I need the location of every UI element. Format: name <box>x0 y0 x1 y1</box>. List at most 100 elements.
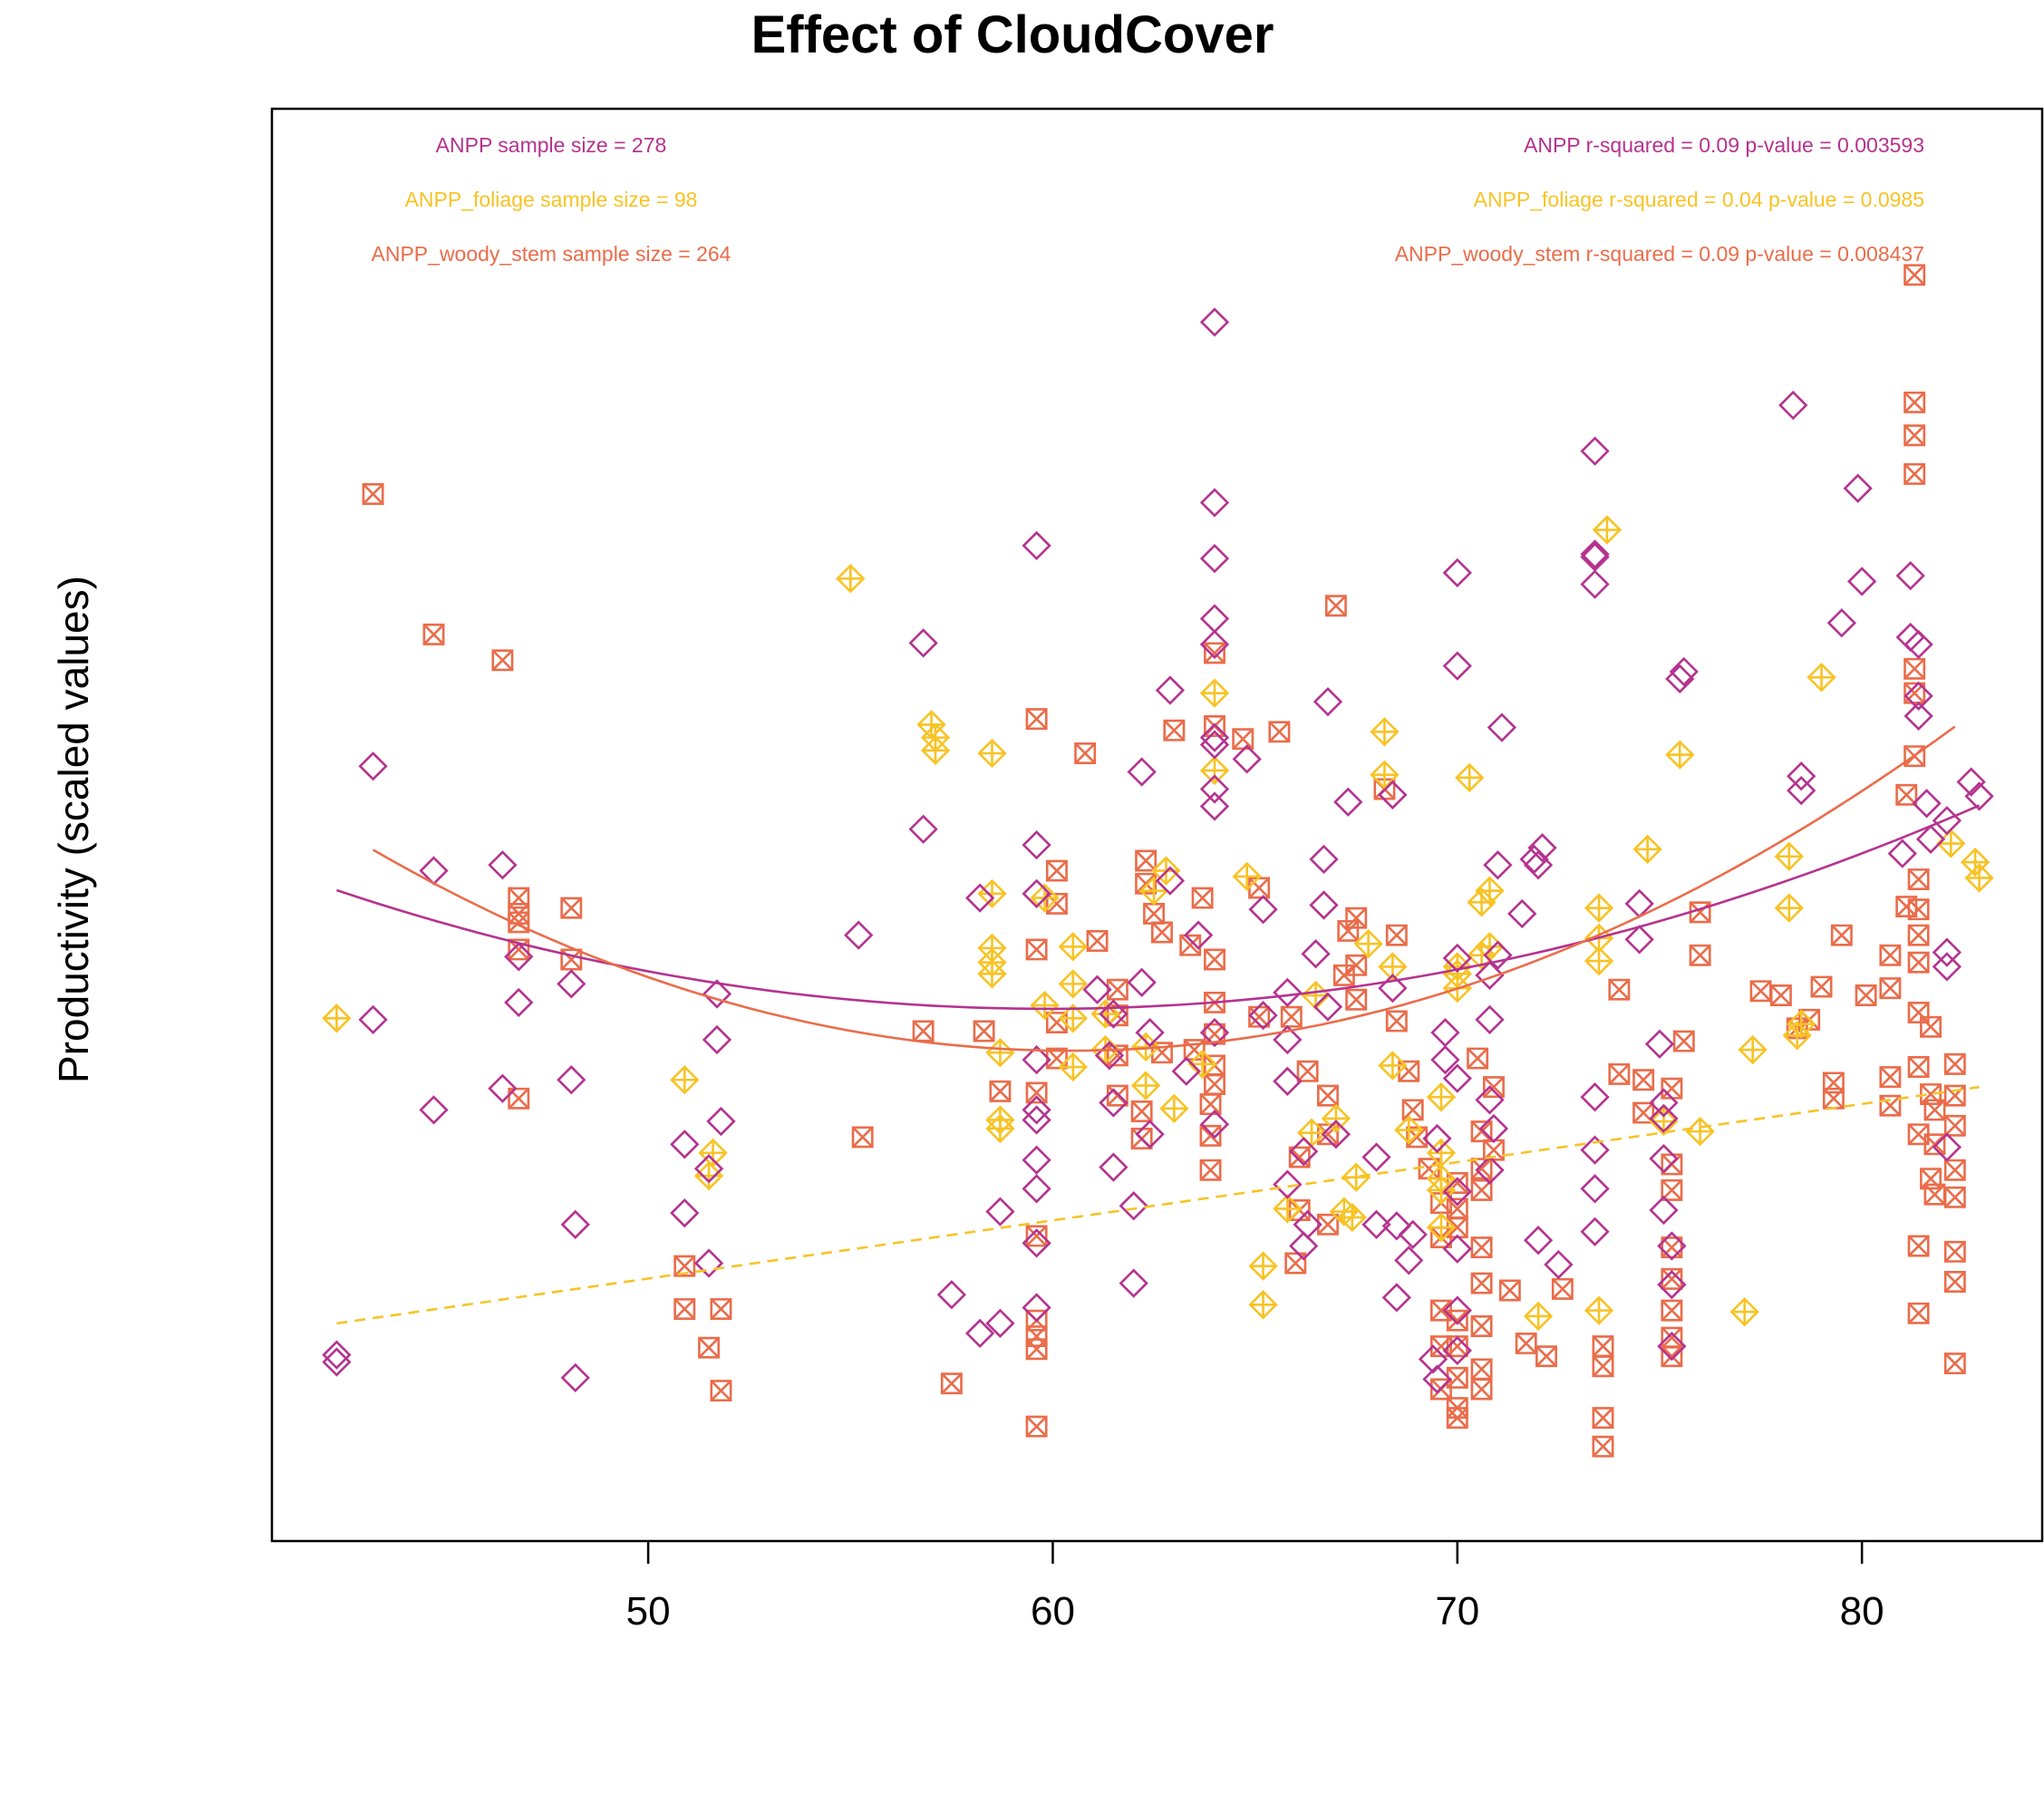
data-point <box>1025 1081 1048 1104</box>
data-point <box>1119 1268 1148 1298</box>
data-point <box>1822 1071 1845 1094</box>
data-point <box>836 564 866 594</box>
data-point <box>1907 1302 1930 1324</box>
data-point <box>1187 1049 1217 1079</box>
data-point <box>1904 629 1933 660</box>
data-point <box>964 883 995 913</box>
data-point <box>1661 1299 1683 1322</box>
data-point <box>1442 1177 1472 1207</box>
data-point <box>1487 713 1517 742</box>
data-point <box>908 628 938 658</box>
data-point <box>1580 1174 1610 1204</box>
data-point <box>1649 1195 1679 1226</box>
data-point <box>1787 761 1816 791</box>
data-point <box>1592 515 1623 545</box>
data-point <box>1159 1093 1189 1123</box>
data-point <box>1879 977 1902 1000</box>
data-point <box>1446 1407 1468 1430</box>
sample-size-annotation: ANPP sample size = 278 <box>436 133 667 157</box>
data-point <box>1943 1271 1966 1293</box>
data-point <box>1943 1240 1966 1263</box>
data-point <box>1774 841 1804 871</box>
data-point <box>1199 755 1230 786</box>
data-point <box>1632 1069 1655 1091</box>
data-point <box>1624 925 1654 955</box>
data-point <box>1810 975 1833 998</box>
data-point <box>912 1020 935 1042</box>
data-point <box>1580 569 1610 599</box>
data-point <box>1199 774 1230 804</box>
data-point <box>1273 1169 1303 1199</box>
data-point <box>908 814 938 844</box>
data-point <box>1932 952 1962 982</box>
chart-title: Effect of CloudCover <box>751 5 1274 64</box>
data-point <box>1592 1355 1614 1378</box>
data-point <box>702 1024 732 1055</box>
fit-line-anpp-woody-stem <box>372 725 1956 1052</box>
data-point <box>1337 1202 1367 1233</box>
data-point <box>322 1340 352 1370</box>
data-point <box>1426 1212 1457 1243</box>
data-point <box>1523 1226 1554 1256</box>
data-point <box>1475 1004 1505 1035</box>
data-point <box>1442 557 1472 588</box>
data-point <box>1401 1099 1424 1121</box>
data-point <box>1232 728 1254 751</box>
data-point <box>1843 473 1873 503</box>
data-point <box>1345 906 1368 929</box>
data-point <box>1442 1295 1472 1325</box>
data-point <box>1313 992 1343 1022</box>
data-point <box>1394 1246 1424 1275</box>
data-point <box>670 1129 700 1159</box>
data-point <box>1385 924 1408 946</box>
data-point <box>1248 1005 1271 1028</box>
data-point <box>693 1248 724 1278</box>
data-point <box>1527 833 1557 863</box>
data-point <box>1904 462 1926 485</box>
data-point <box>1378 973 1408 1003</box>
data-point <box>1774 893 1804 923</box>
data-point <box>1544 1249 1574 1280</box>
data-point <box>1787 1009 1816 1039</box>
data-point <box>985 1105 1015 1135</box>
data-point <box>1232 861 1262 892</box>
data-point <box>1345 954 1368 976</box>
data-point <box>422 623 445 645</box>
data-point <box>1904 657 1926 680</box>
data-point <box>1155 866 1186 896</box>
data-point <box>1099 999 1129 1029</box>
data-point <box>1296 1060 1319 1082</box>
data-point <box>1135 1120 1165 1149</box>
data-point <box>1661 1178 1683 1201</box>
y-axis-label: Productivity (scaled values) <box>50 576 97 1083</box>
data-point <box>1907 1235 1930 1257</box>
data-point <box>1689 901 1711 924</box>
data-point <box>560 1362 590 1393</box>
data-point <box>1074 742 1097 764</box>
data-point <box>1191 887 1214 909</box>
x-tick-label: 70 <box>1435 1589 1479 1634</box>
data-point <box>1907 898 1930 921</box>
plot-frame <box>270 107 2044 1543</box>
data-point <box>1592 1407 1614 1430</box>
data-point <box>1385 1010 1408 1033</box>
data-point <box>1119 1191 1148 1221</box>
data-point <box>504 942 534 972</box>
data-point <box>1022 530 1051 561</box>
data-point <box>1422 1364 1452 1394</box>
data-point <box>1398 1219 1428 1250</box>
data-point <box>1394 1115 1424 1145</box>
data-point <box>1483 850 1513 880</box>
data-point <box>1446 1309 1468 1332</box>
data-point <box>985 1197 1015 1226</box>
data-point <box>358 751 388 781</box>
data-point <box>1895 560 1925 591</box>
data-point <box>1847 567 1877 596</box>
data-point <box>936 1280 966 1310</box>
x-tick-label: 80 <box>1840 1589 1884 1634</box>
data-point <box>1649 1088 1679 1118</box>
data-point <box>1498 1279 1521 1302</box>
data-point <box>1956 767 1986 797</box>
data-point <box>1483 940 1513 970</box>
data-point <box>1943 1052 1966 1075</box>
